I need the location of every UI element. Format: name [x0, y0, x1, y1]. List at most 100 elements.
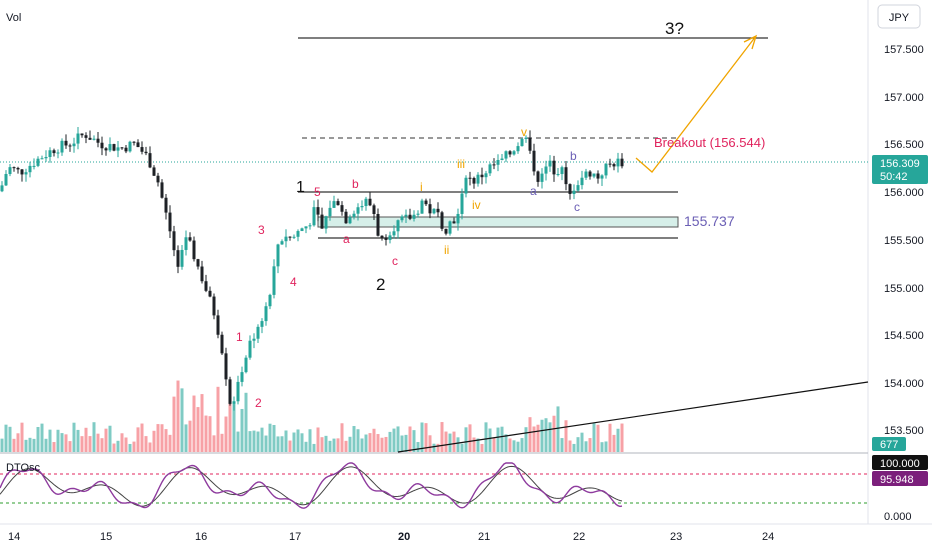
candle-body	[472, 178, 476, 184]
volume-bar	[556, 406, 560, 452]
volume-bar	[460, 443, 464, 452]
candle-body	[260, 321, 264, 327]
wave-label: c	[574, 200, 580, 214]
volume-bar	[208, 416, 212, 452]
volume-bar	[456, 437, 460, 452]
candle-body	[336, 201, 340, 206]
volume-bar	[36, 426, 40, 452]
wave-label: iii	[457, 157, 465, 171]
volume-bar	[256, 431, 260, 452]
candle-body	[196, 259, 200, 267]
volume-bar	[404, 434, 408, 452]
volume-indicator-label[interactable]: Vol	[6, 12, 21, 24]
volume-bar	[368, 433, 372, 452]
volume-bar	[520, 438, 524, 452]
candle-body	[532, 150, 536, 172]
candle-body	[100, 142, 104, 149]
volume-bar	[204, 415, 208, 452]
volume-bar	[488, 428, 492, 452]
candle-body	[176, 250, 180, 267]
osc-upper-badge	[872, 455, 928, 470]
volume-bar	[328, 440, 332, 452]
wave-label: v	[521, 125, 527, 139]
candle-body	[52, 150, 56, 154]
candle-body	[464, 177, 468, 194]
candle-body	[520, 138, 524, 147]
volume-bar	[616, 428, 620, 452]
time-label: 15	[100, 531, 112, 543]
volume-bar	[612, 434, 616, 452]
candle-body	[120, 147, 124, 149]
volume-bar	[20, 422, 24, 452]
volume-bar	[492, 437, 496, 452]
candle-body	[8, 167, 12, 174]
support-label: 155.737	[684, 213, 735, 229]
breakout-label: Breakout (156.544)	[654, 135, 765, 150]
volume-bar	[312, 443, 316, 452]
volume-bar	[408, 426, 412, 452]
osc-value-badge	[872, 471, 928, 486]
volume-bar	[180, 388, 184, 452]
candle-body	[596, 173, 600, 179]
current-price-value: 156.309	[880, 158, 920, 170]
volume-bar	[228, 403, 232, 452]
candle-body	[608, 163, 612, 165]
candle-body	[372, 205, 376, 215]
price-tick: 155.000	[884, 283, 924, 295]
price-tick: 155.500	[884, 235, 924, 247]
candle-body	[552, 160, 556, 175]
candle-body	[128, 141, 132, 152]
volume-bar	[300, 433, 304, 452]
volume-bar	[516, 441, 520, 452]
candle-body	[504, 151, 508, 159]
volume-bar	[280, 436, 284, 452]
candle-body	[220, 334, 224, 354]
candle-body	[296, 231, 300, 237]
oscillator-pane[interactable]: DTOsc 0.000	[0, 462, 912, 523]
osc-value-badge-value: 95.948	[880, 474, 914, 486]
current-price-badge	[872, 155, 928, 184]
annotation-labels[interactable]: 3? Breakout (156.544) 155.737 1 2 3 4 5 …	[236, 19, 765, 410]
wave-label: iv	[472, 198, 481, 212]
wave-label: 1	[236, 330, 243, 344]
candle-body	[184, 237, 188, 250]
volume-bar	[304, 441, 308, 452]
volume-bar	[484, 422, 488, 452]
volume-bar	[584, 441, 588, 452]
time-axis[interactable]: 14 15 16 17 20 21 22 23 24	[8, 531, 774, 543]
projection-arrowhead	[743, 34, 758, 50]
time-label: 24	[762, 531, 774, 543]
volume-bar	[608, 423, 612, 452]
volume-bar	[268, 423, 272, 452]
volume-bar	[12, 438, 16, 452]
volume-bar	[588, 438, 592, 452]
currency-box[interactable]	[877, 4, 921, 29]
price-tick: 156.000	[884, 187, 924, 199]
candle-body	[448, 221, 452, 234]
support-zone	[317, 216, 679, 228]
candle-body	[320, 214, 324, 229]
candle-body	[20, 169, 24, 175]
candle-body	[584, 171, 588, 178]
volume-bar	[120, 433, 124, 452]
volume-bar	[348, 436, 352, 452]
wave-label: b	[352, 177, 359, 191]
volume-bar	[420, 422, 424, 452]
price-tick: 157.000	[884, 92, 924, 104]
candle-body	[612, 164, 616, 167]
candle-body	[364, 198, 368, 207]
candle-body	[236, 381, 240, 402]
volume-bar	[444, 431, 448, 452]
volume-bar	[388, 431, 392, 452]
candle-body	[24, 172, 28, 175]
candle-body	[60, 140, 64, 153]
candle-body	[104, 148, 108, 151]
volume-bar	[540, 419, 544, 452]
volume-bar	[184, 424, 188, 452]
candle-body	[392, 231, 396, 236]
volume-bar	[60, 433, 64, 452]
candle-body	[224, 353, 228, 380]
candle-body	[168, 212, 172, 232]
drawings[interactable]	[298, 34, 869, 453]
